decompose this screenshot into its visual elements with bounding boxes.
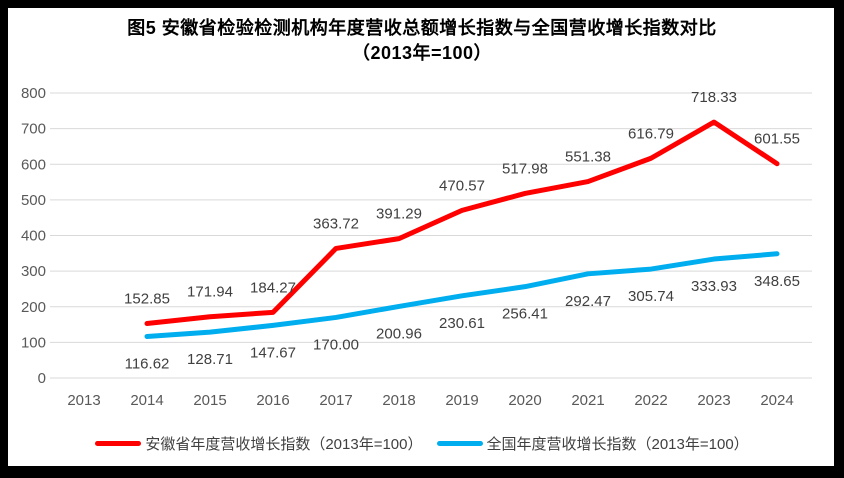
y-axis-tick-label: 0 — [38, 370, 46, 387]
data-label: 152.85 — [124, 291, 170, 308]
data-label: 718.33 — [691, 89, 737, 106]
x-axis-tick-label: 2017 — [319, 392, 352, 409]
legend-item-anhui: 安徽省年度营收增长指数（2013年=100） — [95, 433, 423, 454]
chart-legend: 安徽省年度营收增长指数（2013年=100） 全国年度营收增长指数（2013年=… — [0, 430, 844, 456]
legend-label-anhui: 安徽省年度营收增长指数（2013年=100） — [145, 435, 423, 453]
x-axis-tick-label: 2015 — [193, 392, 226, 409]
y-axis-tick-label: 600 — [21, 156, 46, 173]
y-axis-tick-label: 500 — [21, 192, 46, 209]
y-axis-tick-label: 700 — [21, 121, 46, 138]
y-axis-tick-label: 200 — [21, 299, 46, 316]
data-label: 170.00 — [313, 336, 359, 353]
x-axis-tick-label: 2018 — [382, 392, 415, 409]
data-label: 348.65 — [754, 273, 800, 290]
data-label: 551.38 — [565, 149, 611, 166]
y-axis-tick-label: 100 — [21, 334, 46, 351]
x-axis-tick-label: 2021 — [571, 392, 604, 409]
legend-swatch-national — [436, 440, 483, 446]
y-axis-tick-label: 300 — [21, 263, 46, 280]
x-axis-tick-label: 2020 — [508, 392, 541, 409]
data-label: 616.79 — [628, 125, 674, 142]
x-axis-tick-label: 2016 — [256, 392, 289, 409]
x-axis-tick-label: 2019 — [445, 392, 478, 409]
data-label: 128.71 — [187, 351, 233, 368]
data-label: 147.67 — [250, 344, 296, 361]
legend-label-national: 全国年度营收增长指数（2013年=100） — [486, 435, 749, 453]
y-axis-tick-label: 800 — [21, 85, 46, 102]
x-axis-tick-label: 2022 — [634, 392, 667, 409]
legend-swatch-anhui — [95, 440, 142, 446]
x-axis-tick-label: 2014 — [130, 392, 163, 409]
x-axis-tick-label: 2023 — [697, 392, 730, 409]
chart-title-line1: 图5 安徽省检验检测机构年度营收总额增长指数与全国营收增长指数对比 — [127, 18, 717, 38]
chart-background — [8, 8, 834, 466]
data-label: 391.29 — [376, 206, 422, 223]
legend-item-national: 全国年度营收增长指数（2013年=100） — [436, 433, 749, 454]
data-label: 333.93 — [691, 278, 737, 295]
data-label: 305.74 — [628, 288, 674, 305]
data-label: 517.98 — [502, 160, 548, 177]
series-line-1 — [144, 251, 780, 339]
x-axis-tick-label: 2013 — [67, 392, 100, 409]
data-label: 116.62 — [125, 355, 170, 372]
data-label: 256.41 — [502, 306, 548, 323]
data-label: 171.94 — [187, 284, 233, 301]
data-label: 470.57 — [439, 177, 485, 194]
data-label: 184.27 — [250, 279, 296, 296]
data-label: 292.47 — [565, 293, 611, 310]
x-axis-tick-label: 2024 — [760, 392, 793, 409]
data-label: 230.61 — [439, 315, 485, 332]
data-label: 601.55 — [754, 131, 800, 148]
data-label: 200.96 — [376, 325, 422, 342]
data-label: 363.72 — [313, 215, 359, 232]
y-axis-tick-label: 400 — [21, 228, 46, 245]
chart-title-line2: （2013年=100） — [351, 43, 493, 63]
series-line-0 — [144, 119, 780, 327]
chart-title: 图5 安徽省检验检测机构年度营收总额增长指数与全国营收增长指数对比 （2013年… — [0, 16, 844, 66]
